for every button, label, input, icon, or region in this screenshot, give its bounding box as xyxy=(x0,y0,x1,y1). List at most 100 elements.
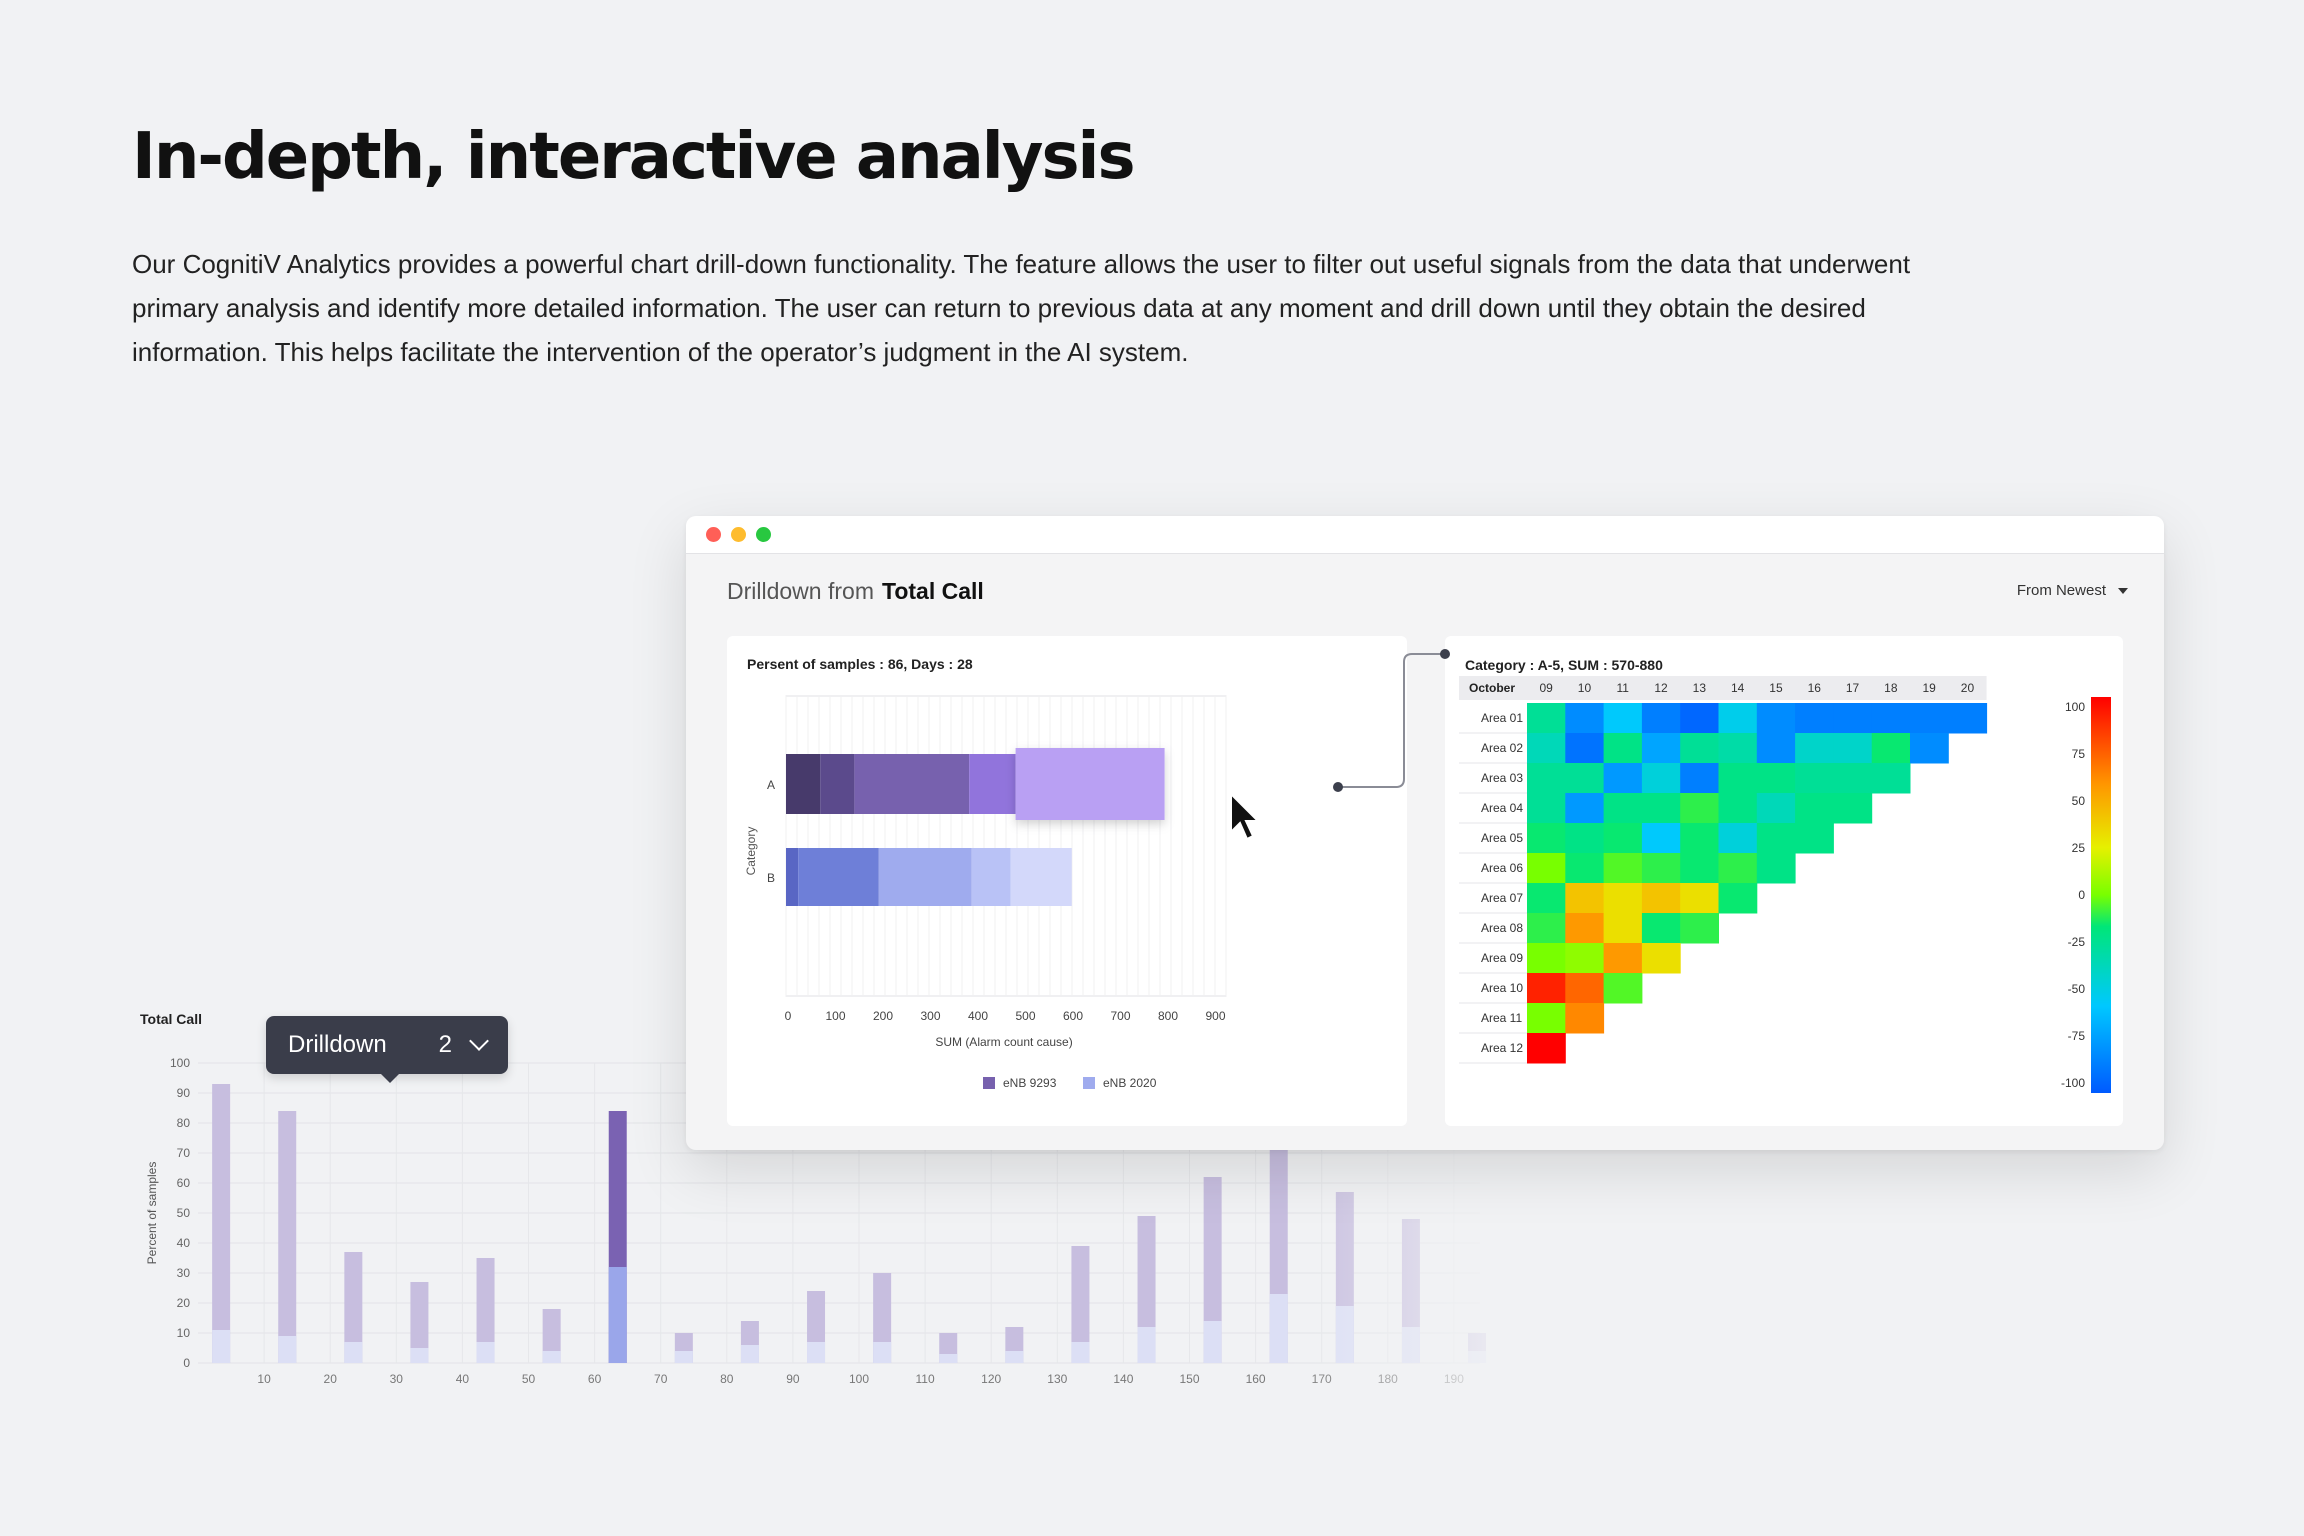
scale-tick-label: 25 xyxy=(2072,841,2086,855)
x-tick-label: 70 xyxy=(654,1372,668,1386)
bar-lower xyxy=(1203,1321,1222,1363)
bar xyxy=(542,1309,561,1363)
column-label: 19 xyxy=(1922,681,1936,695)
bar-lower xyxy=(740,1345,759,1363)
bar xyxy=(410,1282,429,1363)
bar xyxy=(1071,1246,1090,1363)
bar-lower xyxy=(608,1267,627,1363)
heatmap-cell xyxy=(1603,943,1643,974)
bar-lower xyxy=(1269,1294,1288,1363)
heatmap-cell xyxy=(1603,853,1643,884)
y-tick-label: 40 xyxy=(177,1236,191,1250)
bar xyxy=(212,1084,231,1363)
heatmap-cell xyxy=(1833,793,1873,824)
heatmap-cell xyxy=(1833,763,1873,794)
heatmap-cell xyxy=(1680,883,1719,914)
scale-tick-label: -100 xyxy=(2061,1076,2085,1090)
heatmap-cell xyxy=(1603,823,1643,854)
x-tick-label: 120 xyxy=(981,1372,1001,1386)
y-tick-label: 80 xyxy=(177,1116,191,1130)
intro-paragraph: Our CognitiV Analytics provides a powerf… xyxy=(132,242,2062,374)
heatmap-cell xyxy=(1527,823,1566,854)
x-tick-label: 0 xyxy=(785,1009,792,1023)
x-tick-label: 20 xyxy=(324,1372,338,1386)
heatmap-cell xyxy=(1603,793,1643,824)
heatmap-cell xyxy=(1641,823,1681,854)
heatmap-cell xyxy=(1527,973,1566,1004)
row-label: Area 12 xyxy=(1481,1041,1523,1055)
y-tick-label: 50 xyxy=(177,1206,191,1220)
heatmap-cell xyxy=(1565,763,1605,794)
window-title: Drilldown from Total Call xyxy=(727,578,984,605)
heatmap-cell xyxy=(1565,853,1605,884)
heatmap-panel: Category : A-5, SUM : 570-880 October 09 1… xyxy=(1445,636,2123,1126)
heatmap-cell xyxy=(1527,913,1566,944)
x-tick-label: 300 xyxy=(920,1009,940,1023)
row-label: Area 09 xyxy=(1481,951,1523,965)
y-tick-label: 70 xyxy=(177,1146,191,1160)
tooltip-pointer xyxy=(380,1073,400,1083)
heatmap-cell xyxy=(1718,853,1758,884)
heatmap-cell xyxy=(1641,943,1681,974)
window-titlebar xyxy=(686,516,2164,554)
bar-lower xyxy=(542,1351,561,1363)
legend-swatch xyxy=(1083,1077,1095,1089)
chevron-down-icon[interactable] xyxy=(469,1031,489,1051)
heatmap-cell xyxy=(1527,733,1566,764)
x-tick-label: 100 xyxy=(849,1372,869,1386)
bar-segment xyxy=(1015,748,1165,820)
maximize-window-button[interactable] xyxy=(756,527,771,542)
heatmap-cell xyxy=(1565,733,1605,764)
minimize-window-button[interactable] xyxy=(731,527,746,542)
heatmap-cell xyxy=(1565,883,1605,914)
heatmap-cell xyxy=(1718,793,1758,824)
heatmap-cell xyxy=(1680,913,1719,944)
heatmap-header xyxy=(1459,676,1987,700)
title-main: Total Call xyxy=(881,578,984,604)
column-label: 17 xyxy=(1846,681,1860,695)
close-window-button[interactable] xyxy=(706,527,721,542)
x-tick-label: 50 xyxy=(522,1372,536,1386)
scale-tick-label: -50 xyxy=(2068,982,2086,996)
scale-tick-label: -25 xyxy=(2068,935,2086,949)
bar-segment xyxy=(971,848,1011,906)
heatmap-cell xyxy=(1641,853,1681,884)
heatmap-cell xyxy=(1718,823,1758,854)
bar xyxy=(476,1258,495,1363)
x-tick-label: 600 xyxy=(1063,1009,1083,1023)
heatmap-cell xyxy=(1833,733,1873,764)
category-label: A xyxy=(767,778,775,792)
column-label: 20 xyxy=(1961,681,1975,695)
heatmap-cell xyxy=(1641,913,1681,944)
column-label: 16 xyxy=(1808,681,1822,695)
heatmap-cell xyxy=(1756,793,1796,824)
bar xyxy=(873,1273,892,1363)
bar-segment xyxy=(786,754,821,814)
bar-lower xyxy=(344,1342,363,1363)
heatmap-chart: October 09 10 11 12 13 14 15 16 17 18 19 20 Area 01 Ar… xyxy=(1459,676,2111,1093)
bar-lower xyxy=(278,1336,297,1363)
bar xyxy=(278,1111,297,1363)
bar-segment xyxy=(854,754,970,814)
heatmap-cell xyxy=(1527,763,1566,794)
heatmap-cell xyxy=(1641,763,1681,794)
heatmap-cell xyxy=(1795,733,1834,764)
x-tick-label: 500 xyxy=(1015,1009,1035,1023)
scale-tick-label: 100 xyxy=(2065,700,2085,714)
intro-line: primary analysis and identify more detai… xyxy=(132,293,1866,323)
heatmap-cell xyxy=(1833,703,1873,734)
heatmap-cell xyxy=(1603,883,1643,914)
bar-lower xyxy=(212,1330,231,1363)
drilldown-tooltip[interactable]: Drilldown 2 xyxy=(266,1016,508,1083)
drilldown-level: 2 xyxy=(438,1031,452,1058)
heatmap-cell xyxy=(1565,913,1605,944)
x-tick-label: 400 xyxy=(968,1009,988,1023)
heatmap-cell xyxy=(1718,733,1758,764)
sort-dropdown[interactable]: From Newest xyxy=(2017,582,2128,599)
heatmap-cell xyxy=(1680,703,1719,734)
row-label: Area 01 xyxy=(1481,711,1523,725)
row-label: Area 08 xyxy=(1481,921,1523,935)
x-tick-label: 100 xyxy=(825,1009,845,1023)
bar-lower xyxy=(1005,1351,1024,1363)
bar-lower xyxy=(1137,1327,1156,1363)
